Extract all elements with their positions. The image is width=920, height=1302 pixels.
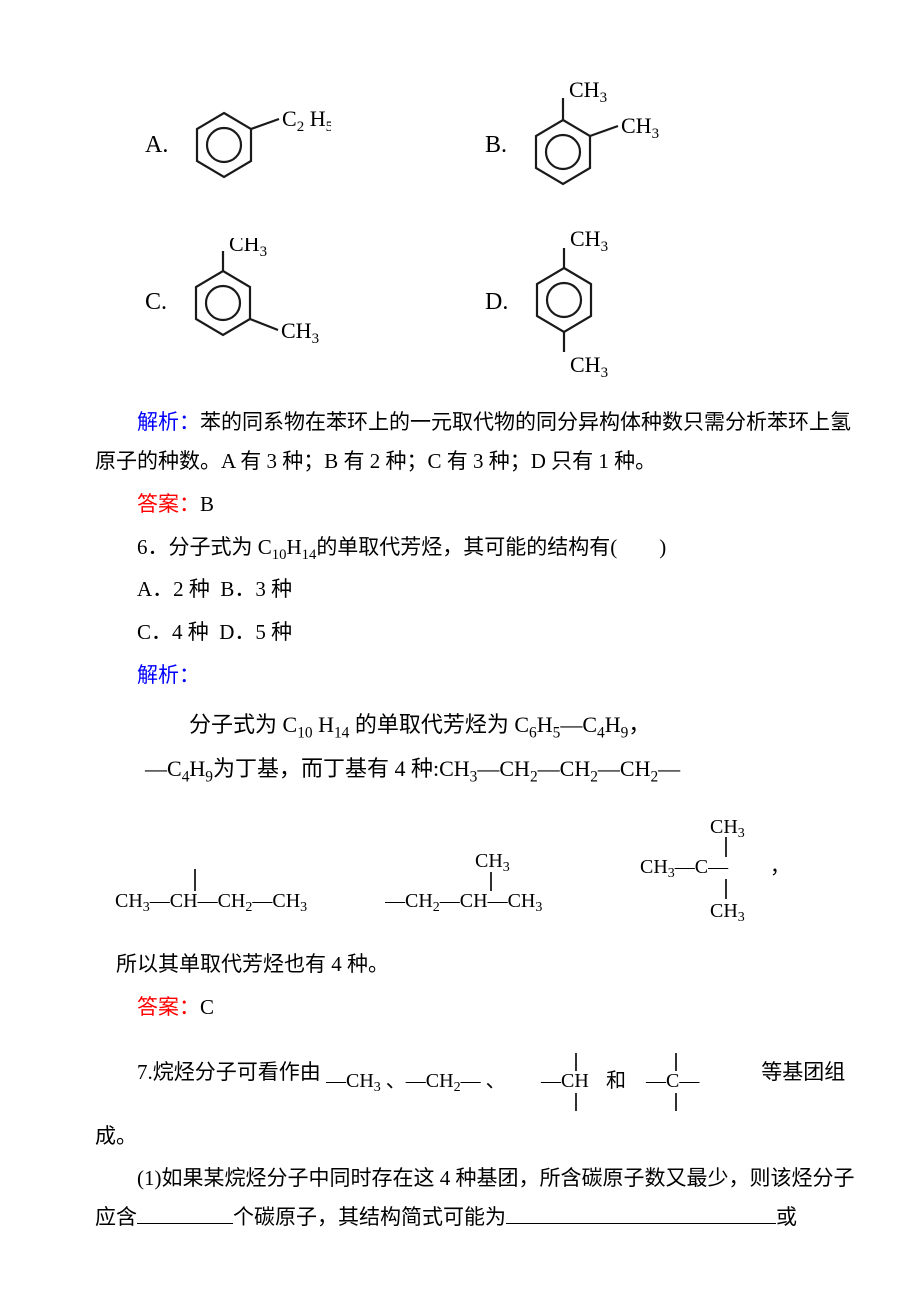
q5-answer-value: B (200, 492, 214, 516)
u1: —C (145, 756, 182, 781)
q6-choices-row1: A．2 种 B．3 种 (95, 570, 860, 609)
q5-option-c-label: C. (145, 280, 167, 324)
svg-text:CH3: CH3 (281, 318, 319, 347)
q6-answer-value: C (200, 995, 214, 1019)
q5-option-b: B. CH3 CH3 (485, 80, 865, 210)
u4: —CH (477, 756, 530, 781)
q6-sub1: 10 (272, 547, 287, 563)
svg-text:和: 和 (606, 1069, 626, 1092)
q7-stem-prefix: 7.烷烃分子可看作由 (137, 1059, 321, 1083)
q6-choices-row2: C．4 种 D．5 种 (95, 613, 860, 652)
q7-part1-b: 个碳原子，其结构简式可能为 (233, 1205, 506, 1229)
t5: —C (560, 712, 597, 737)
q5-option-c: C. CH3 CH3 (145, 220, 475, 385)
p-xylene-structure: CH3 CH3 (516, 220, 636, 385)
q5-analysis-label: 解析： (137, 410, 200, 434)
q6-analysis-conclusion: 所以其单取代芳烃也有 4 种。 (95, 945, 860, 984)
q6-choice-d: D．5 种 (219, 620, 292, 644)
t1: 分子式为 C (189, 712, 297, 737)
q5-answer-line: 答案：B (95, 485, 860, 524)
q6-analysis-label: 解析： (137, 663, 200, 687)
u2: H (189, 756, 205, 781)
q5-option-d-label: D. (485, 280, 508, 324)
q6-analysis-line2: —C4H9为丁基，而丁基有 4 种:CH3—CH2—CH2—CH2— (145, 747, 840, 791)
q6-sub2: 14 (302, 547, 317, 563)
t4: H (537, 712, 553, 737)
q6-answer-label: 答案： (137, 995, 200, 1019)
t2: H (313, 712, 334, 737)
q6-analysis-label-line: 解析： (95, 656, 860, 695)
svg-text:CH3: CH3 (229, 238, 267, 260)
radicals-diagram: —CH3 、—CH2— 、 —CH 和 —C— (326, 1031, 756, 1117)
m-xylene-structure: CH3 CH3 (175, 238, 335, 368)
q7-part1-c: 或 (776, 1205, 797, 1229)
svg-text:CH3: CH3 (569, 80, 607, 106)
ethylbenzene-structure: C2 H5 (176, 95, 331, 195)
svg-text:—CH3 、—CH2— 、: —CH3 、—CH2— 、 (326, 1070, 506, 1095)
tert-butyl-structure: CH3 CH3—C— CH3 ， (640, 815, 815, 923)
u5: —CH (538, 756, 591, 781)
svg-text:CH3: CH3 (570, 352, 608, 381)
q6-stem-mid: H (286, 535, 301, 559)
q6-choice-c: C．4 种 (137, 620, 209, 644)
q6-stem: 6．分子式为 C10H14的单取代芳烃，其可能的结构有( ) (95, 528, 860, 567)
u7: — (658, 756, 680, 781)
svg-text:CH3: CH3 (710, 900, 745, 923)
svg-text:CH3: CH3 (475, 850, 510, 875)
q5-option-d: D. CH3 CH3 (485, 220, 865, 385)
svg-text:CH3: CH3 (570, 226, 608, 255)
q5-option-b-label: B. (485, 123, 507, 167)
svg-text:CH3—C—: CH3—C— (640, 856, 729, 881)
q7-blank1 (137, 1200, 233, 1224)
q6-stem-prefix: 6．分子式为 C (137, 535, 272, 559)
q5-options-grid: A. C2 H5 B. CH3 CH3 C. (145, 80, 860, 385)
q7-stem: 7.烷烃分子可看作由 —CH3 、—CH2— 、 —CH 和 —C— 等基团组成… (95, 1031, 860, 1156)
q6-choice-b: B．3 种 (220, 577, 292, 601)
svg-text:—CH2—CH—CH3: —CH2—CH—CH3 (385, 890, 542, 915)
svg-text:，: ， (770, 856, 790, 878)
t6: H (605, 712, 621, 737)
t7: ， (628, 712, 650, 737)
svg-text:CH3: CH3 (621, 113, 659, 142)
q6-analysis-line1: 分子式为 C10 H14 的单取代芳烃为 C6H5—C4H9， (145, 703, 840, 747)
q6-analysis-block: 分子式为 C10 H14 的单取代芳烃为 C6H5—C4H9， —C4H9为丁基… (95, 703, 860, 791)
q5-answer-label: 答案： (137, 492, 200, 516)
q6-stem-suffix: 的单取代芳烃，其可能的结构有( ) (316, 535, 666, 559)
q5-analysis-text: 苯的同系物在苯环上的一元取代物的同分异构体种数只需分析苯环上氢原子的种数。A 有… (95, 410, 851, 473)
svg-text:CH3: CH3 (710, 816, 745, 841)
q5-option-a: A. C2 H5 (145, 80, 475, 210)
svg-text:C2 H5: C2 H5 (282, 106, 331, 135)
q7-part1: (1)如果某烷烃分子中同时存在这 4 种基团，所含碳原子数又最少，则该烃分子应含… (95, 1159, 860, 1237)
q5-analysis: 解析：苯的同系物在苯环上的一元取代物的同分异构体种数只需分析苯环上氢原子的种数。… (95, 403, 860, 481)
q7-blank2 (506, 1200, 776, 1224)
q6-answer-line: 答案：C (95, 988, 860, 1027)
butyl-isomers-row: CH3—CH—CH2—CH3 CH3 —CH2—CH—CH3 CH3 CH3—C… (95, 815, 860, 923)
svg-text:—C—: —C— (645, 1070, 700, 1092)
u6: —CH (598, 756, 651, 781)
q5-option-a-label: A. (145, 123, 168, 167)
svg-text:—CH: —CH (540, 1070, 589, 1092)
u3: 为丁基，而丁基有 4 种:CH (213, 756, 470, 781)
sec-butyl-structure: CH3—CH—CH2—CH3 (115, 847, 345, 923)
q6-choice-a: A．2 种 (137, 577, 210, 601)
t3: 的单取代芳烃为 C (349, 712, 529, 737)
isobutyl-structure: CH3 —CH2—CH—CH3 (385, 847, 600, 923)
o-xylene-structure: CH3 CH3 (515, 80, 675, 210)
svg-text:CH3—CH—CH2—CH3: CH3—CH—CH2—CH3 (115, 890, 307, 915)
